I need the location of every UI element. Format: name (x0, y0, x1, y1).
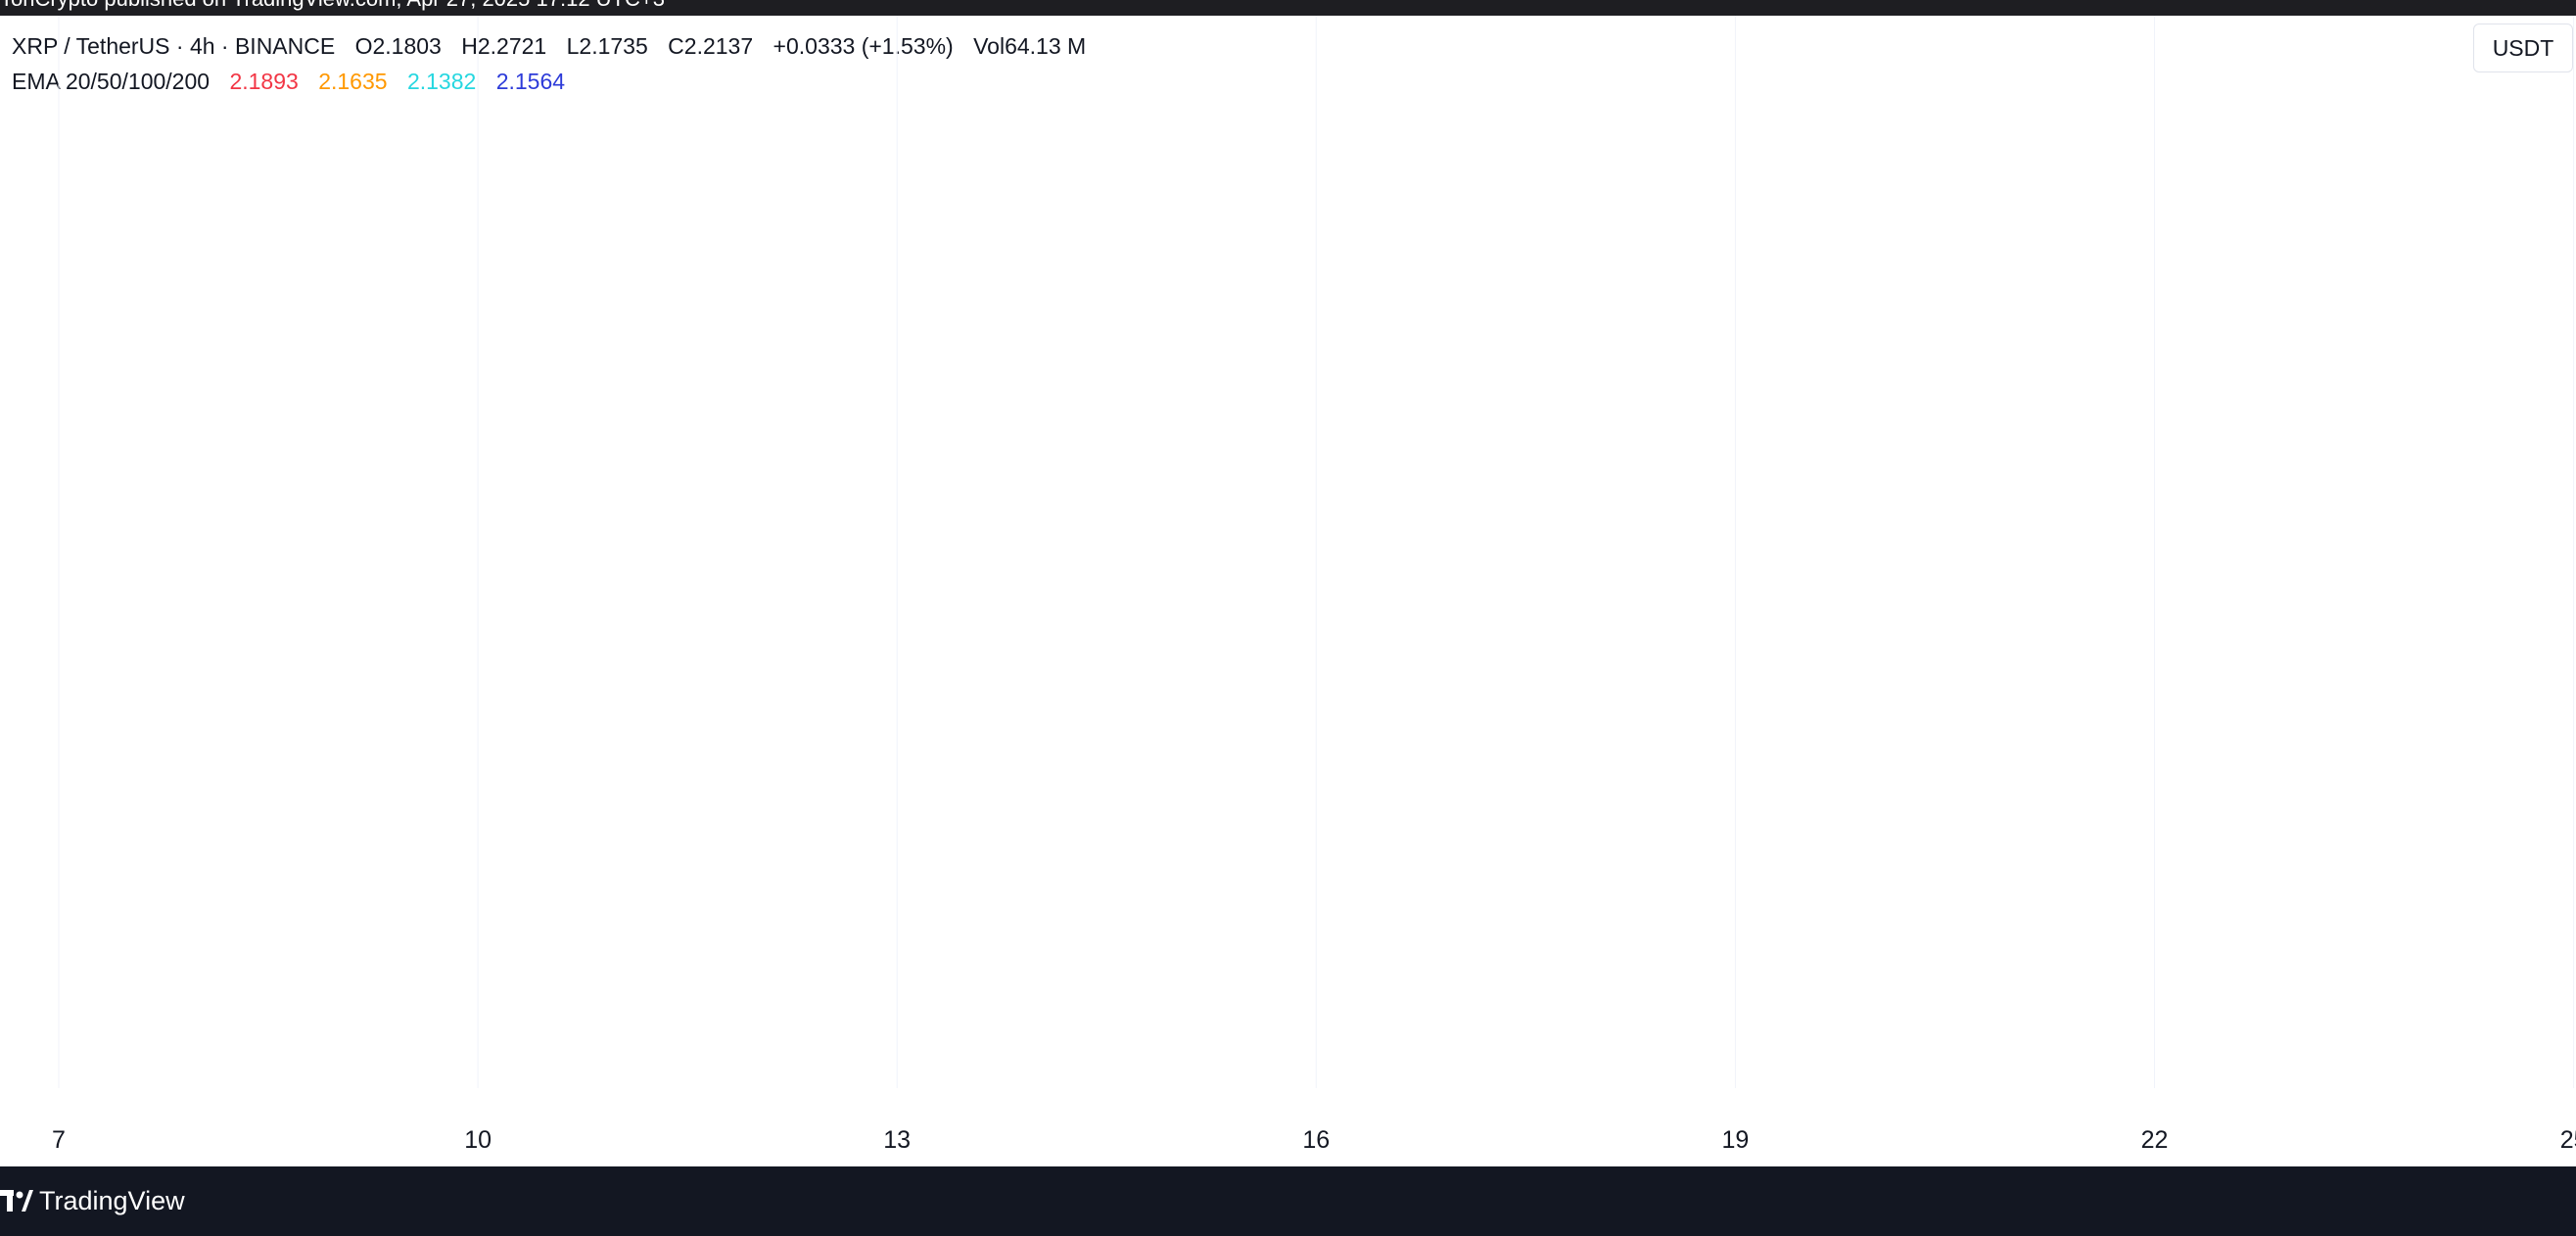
chart-grid (58, 16, 2575, 1088)
time-tick-label: 7 (52, 1126, 66, 1154)
price-chart[interactable]: 1.60001.70001.80001.90002.00002.10002.20… (0, 16, 2576, 1166)
published-bar: TonCrypto published on TradingView.com, … (0, 0, 2576, 16)
time-tick-label: 16 (1302, 1126, 1330, 1154)
ema20-value: 2.1893 (229, 69, 299, 94)
time-tick-label: 25 (2560, 1126, 2576, 1154)
footer-bar: TradingView (0, 1166, 2576, 1236)
time-tick-label: 22 (2141, 1126, 2169, 1154)
time-axis[interactable]: 710131619222528Apr47101316192225 (52, 1126, 2576, 1154)
ema200-value: 2.1564 (495, 69, 566, 94)
tradingview-brand[interactable]: TradingView (39, 1186, 185, 1215)
ohlc-close: C2.2137 (668, 33, 754, 59)
symbol-name[interactable]: XRP / TetherUS · 4h · BINANCE (12, 33, 336, 59)
symbol-row: XRP / TetherUS · 4h · BINANCE O2.1803 H2… (12, 31, 1100, 67)
currency-button[interactable]: USDT (2473, 24, 2573, 72)
chart-legend: XRP / TetherUS · 4h · BINANCE O2.1803 H2… (12, 31, 1100, 102)
ohlc-open: O2.1803 (354, 33, 442, 59)
ema-row: EMA 20/50/100/200 2.1893 2.1635 2.1382 2… (12, 67, 1100, 102)
time-tick-label: 13 (883, 1126, 911, 1154)
ema100-value: 2.1382 (406, 69, 477, 94)
ema-label[interactable]: EMA 20/50/100/200 (12, 69, 211, 94)
time-tick-label: 19 (1721, 1126, 1749, 1154)
ohlc-volume: Vol64.13 M (973, 33, 1087, 59)
time-tick-label: 10 (464, 1126, 492, 1154)
published-text: TonCrypto published on TradingView.com, … (0, 0, 665, 12)
ohlc-change: +0.0333 (+1.53%) (773, 33, 954, 59)
ohlc-low: L2.1735 (566, 33, 648, 59)
ema50-value: 2.1635 (318, 69, 388, 94)
ohlc-high: H2.2721 (461, 33, 547, 59)
tradingview-logo-icon (0, 1186, 33, 1215)
